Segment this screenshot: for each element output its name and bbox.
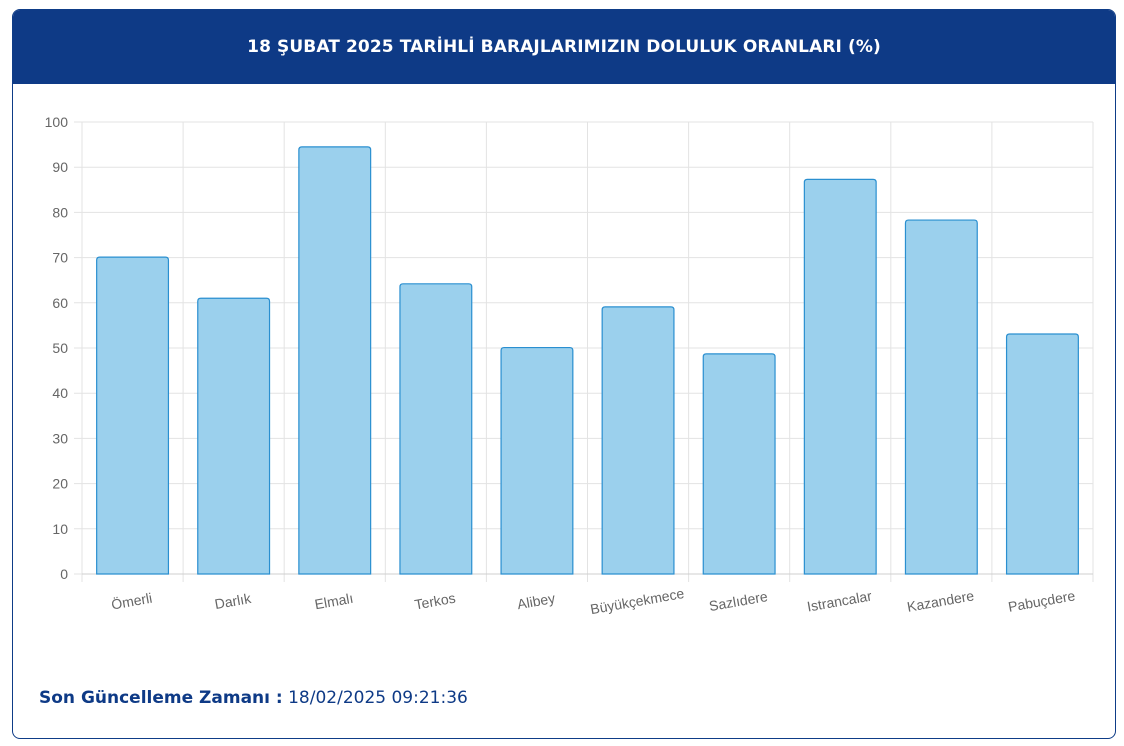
last-update-label: Son Güncelleme Zamanı : xyxy=(39,688,283,708)
y-tick-label: 80 xyxy=(52,204,68,220)
y-tick-label: 100 xyxy=(45,114,69,130)
x-tick-label: Kazandere xyxy=(906,587,976,615)
bar-kazandere xyxy=(904,219,978,575)
bar-büyükçekmece xyxy=(601,306,675,575)
y-tick-label: 60 xyxy=(52,295,68,311)
x-tick-label: Elmalı xyxy=(313,590,354,613)
bar-ömerli xyxy=(96,256,170,575)
bar-chart: 0 10 20 30 40 50 60 70 80 90 100 Ömerli Darlık Elmalı… xyxy=(45,114,1094,617)
last-update-value: 18/02/2025 09:21:36 xyxy=(288,688,468,708)
x-tick-label: Darlık xyxy=(213,590,253,612)
bar-darlık xyxy=(197,297,271,575)
y-tick-label: 20 xyxy=(52,476,68,492)
x-tick-label: Terkos xyxy=(413,590,456,613)
x-tick-label: Büyükçekmece xyxy=(589,585,685,617)
x-tick-label: Ömerli xyxy=(110,589,154,613)
bar-pabuçdere xyxy=(1005,333,1079,575)
x-tick-label: Alibey xyxy=(516,590,556,612)
chart-card: 18 ŞUBAT 2025 TARİHLİ BARAJLARIMIZIN DOL… xyxy=(12,9,1116,739)
y-tick-label: 70 xyxy=(52,250,68,266)
y-tick-label: 50 xyxy=(52,340,68,356)
last-update: Son Güncelleme Zamanı : 18/02/2025 09:21… xyxy=(39,688,468,708)
y-tick-label: 30 xyxy=(52,430,68,446)
chart-header: 18 ŞUBAT 2025 TARİHLİ BARAJLARIMIZIN DOL… xyxy=(13,10,1115,84)
page-title: 18 ŞUBAT 2025 TARİHLİ BARAJLARIMIZIN DOL… xyxy=(247,37,881,57)
bar-alibey xyxy=(500,346,574,575)
x-tick-label: Pabuçdere xyxy=(1007,587,1077,615)
x-tick-label: Istrancalar xyxy=(806,587,873,614)
bar-sazlıdere xyxy=(702,353,776,575)
bar-terkos xyxy=(399,283,473,575)
y-tick-label: 10 xyxy=(52,521,68,537)
y-tick-label: 0 xyxy=(60,566,68,582)
y-tick-label: 90 xyxy=(52,159,68,175)
y-tick-label: 40 xyxy=(52,385,68,401)
x-tick-label: Sazlıdere xyxy=(708,588,769,614)
bar-istrancalar xyxy=(803,178,877,575)
bar-elmalı xyxy=(298,146,372,575)
